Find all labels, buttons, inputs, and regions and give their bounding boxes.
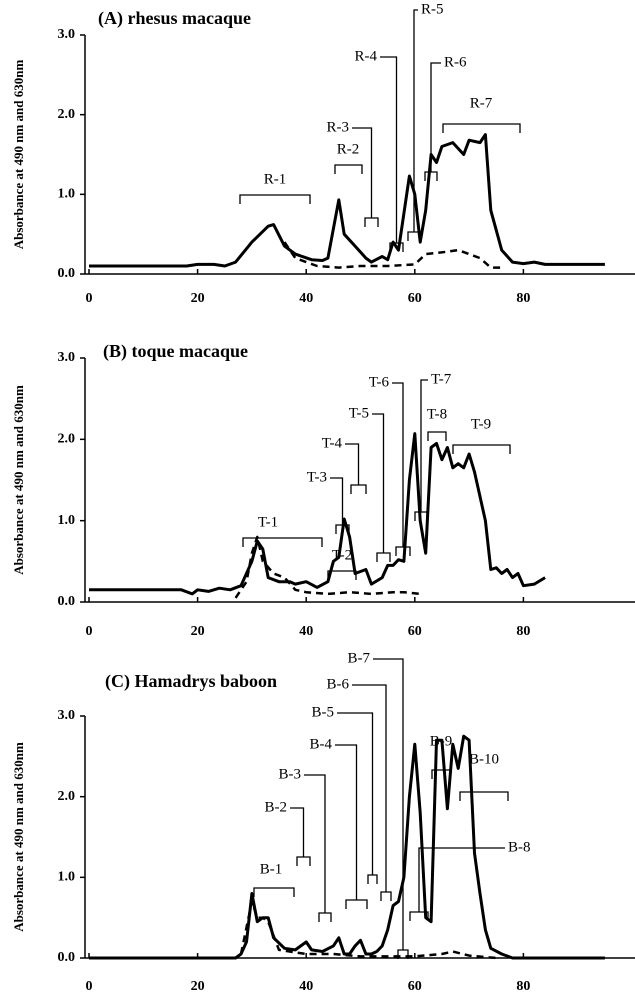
leader-line [335, 744, 358, 900]
bracket [296, 856, 311, 866]
leader-line [373, 658, 404, 950]
y-tick-label: 3.0 [58, 27, 76, 42]
bracket [431, 769, 451, 779]
bracket [242, 537, 323, 547]
leader-line [420, 379, 428, 512]
bracket [367, 874, 378, 884]
x-tick-label: 40 [299, 979, 313, 994]
y-tick-label: 2.0 [58, 107, 76, 122]
peak-label: T-7 [431, 371, 452, 387]
peak-label: T-6 [369, 374, 390, 390]
x-tick-label: 40 [299, 291, 313, 306]
y-axis-label: Absorbance at 490 nm and 630nm [11, 385, 26, 575]
y-tick-label: 2.0 [58, 789, 76, 804]
solid-line [89, 432, 546, 596]
peak-label: R-6 [444, 54, 467, 70]
peak-label: T-1 [258, 514, 278, 530]
panel-title: (C) Hamadrys baboon [105, 671, 277, 692]
leader-line [304, 774, 326, 913]
x-tick-label: 60 [408, 624, 422, 639]
x-tick-label: 80 [516, 624, 530, 639]
leader-line [380, 56, 398, 243]
peak-label: B-6 [327, 676, 350, 692]
bracket [442, 123, 521, 133]
y-tick-label: 1.0 [58, 513, 76, 528]
bracket [427, 431, 447, 441]
leader-line [352, 127, 373, 218]
y-axis-label: Absorbance at 490 nm and 630nm [11, 742, 26, 932]
peak-label: R-3 [327, 119, 350, 135]
y-tick-label: 0.0 [58, 266, 76, 281]
y-tick-label: 1.0 [58, 870, 76, 885]
bracket [452, 444, 511, 454]
leader-line [372, 413, 385, 553]
y-tick-label: 0.0 [58, 594, 76, 609]
leader-line [330, 477, 344, 525]
bracket [364, 217, 379, 227]
peak-label: B-9 [430, 733, 453, 749]
bracket [345, 899, 368, 909]
peak-label: R-1 [264, 171, 287, 187]
leader-line [352, 684, 387, 892]
y-tick-label: 0.0 [58, 950, 76, 965]
peak-label: T-4 [322, 435, 343, 451]
peak-label: T-5 [349, 405, 369, 421]
x-tick-label: 80 [516, 979, 530, 994]
y-tick-label: 2.0 [58, 432, 76, 447]
leader-line [430, 62, 441, 172]
y-tick-label: 1.0 [58, 187, 76, 202]
leader-line [290, 807, 305, 857]
dashed-line [234, 535, 421, 599]
bracket [253, 887, 295, 897]
leader-line [392, 382, 404, 547]
peak-label: B-1 [260, 861, 283, 877]
x-tick-label: 80 [516, 291, 530, 306]
peak-label: T-9 [471, 416, 491, 432]
x-tick-label: 60 [408, 291, 422, 306]
bracket [380, 891, 392, 901]
x-tick-label: 60 [408, 979, 422, 994]
bracket [376, 552, 391, 562]
peak-label: B-7 [348, 650, 371, 666]
x-tick-label: 0 [86, 624, 93, 639]
bracket [459, 791, 509, 801]
x-tick-label: 20 [191, 624, 205, 639]
y-tick-label: 3.0 [58, 350, 76, 365]
peak-label: B-10 [469, 751, 499, 767]
y-tick-label: 3.0 [58, 708, 76, 723]
leader-line [337, 712, 374, 875]
peak-label: B-4 [310, 736, 333, 752]
peak-label: R-4 [355, 48, 378, 64]
peak-label: T-8 [427, 406, 447, 422]
bracket [239, 194, 311, 204]
panel-title: (B) toque macaque [103, 341, 248, 362]
x-tick-label: 0 [86, 291, 93, 306]
bracket [318, 912, 332, 922]
x-tick-label: 40 [299, 624, 313, 639]
x-tick-label: 20 [191, 979, 205, 994]
panel-title: (A) rhesus macaque [98, 8, 251, 29]
leader-line [345, 443, 360, 485]
y-axis-label: Absorbance at 490 nm and 630nm [11, 60, 26, 250]
peak-label: B-5 [312, 704, 335, 720]
peak-label: R-2 [337, 141, 360, 157]
x-tick-label: 20 [191, 291, 205, 306]
dashed-line [239, 900, 497, 960]
peak-label: R-7 [470, 95, 493, 111]
peak-label: B-8 [508, 839, 531, 855]
peak-label: R-5 [421, 1, 444, 17]
bracket [424, 171, 438, 181]
x-tick-label: 0 [86, 979, 93, 994]
peak-label: B-2 [265, 799, 288, 815]
bracket [334, 164, 363, 174]
bracket [327, 570, 357, 580]
leader-line [413, 9, 418, 232]
peak-label: T-2 [332, 547, 352, 563]
leader-line [418, 847, 505, 912]
peak-label: T-3 [307, 469, 327, 485]
peak-label: B-3 [279, 766, 302, 782]
bracket [350, 484, 367, 494]
dashed-line [283, 241, 502, 269]
